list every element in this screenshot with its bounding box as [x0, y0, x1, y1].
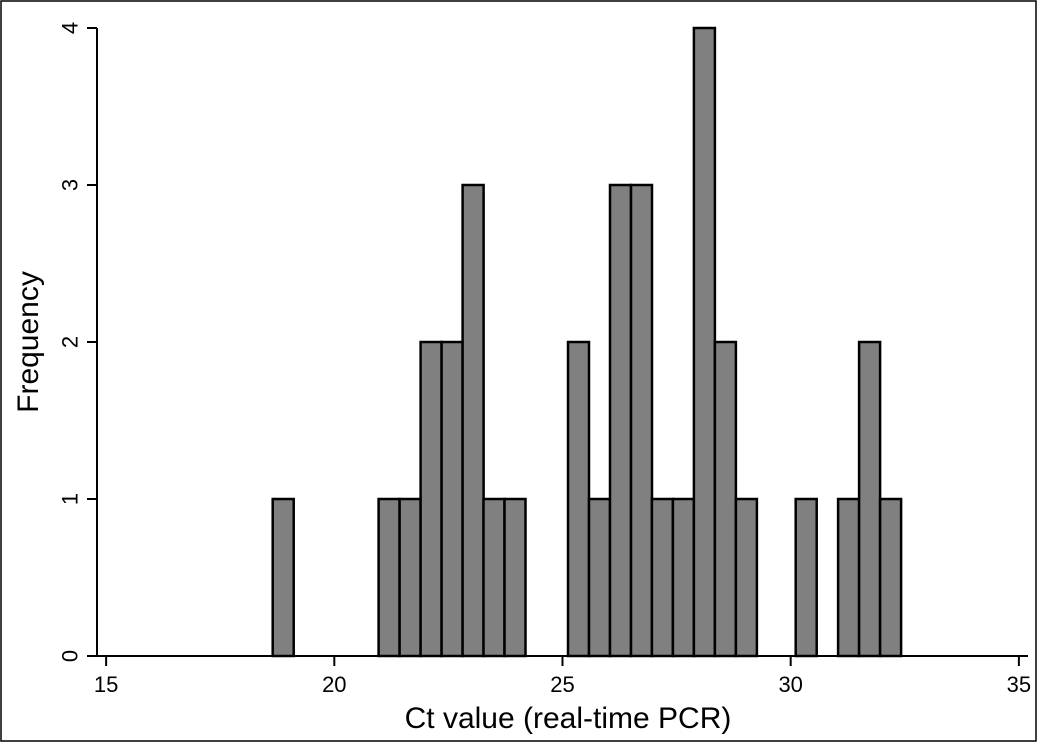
y-tick-label: 4: [58, 22, 83, 34]
histogram-bar: [440, 340, 464, 658]
histogram-bar: [713, 340, 738, 658]
histogram-bar: [482, 497, 506, 658]
x-axis: 15 20 25 30 35: [94, 655, 1031, 697]
y-tick-label: 0: [58, 650, 83, 662]
histogram-bar: [398, 497, 422, 658]
y-tick-label: 2: [58, 336, 83, 348]
histogram-bar: [857, 340, 882, 658]
histogram-bar: [794, 497, 818, 658]
histogram-bar: [503, 497, 527, 658]
histogram-bar: [271, 497, 295, 658]
histogram-bar: [836, 497, 861, 658]
y-tick-label: 1: [58, 493, 83, 505]
histogram-bar: [461, 183, 485, 658]
x-tick-label: 15: [94, 672, 118, 697]
x-tick-label: 25: [550, 672, 574, 697]
y-tick-label: 3: [58, 179, 83, 191]
histogram-bar: [377, 497, 401, 658]
x-tick-label: 35: [1007, 672, 1031, 697]
y-axis-title: Frequency: [12, 271, 45, 413]
histogram-bar: [692, 26, 717, 658]
x-tick-label: 30: [778, 672, 802, 697]
x-tick-label: 20: [322, 672, 346, 697]
histogram-bar: [734, 497, 759, 658]
histogram-bar: [566, 340, 591, 658]
x-axis-title: Ct value (real-time PCR): [405, 702, 732, 735]
bars-group: [271, 26, 903, 658]
histogram-bar: [419, 340, 443, 658]
histogram-bar: [878, 497, 903, 658]
histogram-bar: [650, 497, 675, 658]
y-axis: 0 1 2 3 4: [58, 22, 98, 662]
histogram-bar: [608, 183, 633, 658]
histogram-bar: [671, 497, 696, 658]
histogram-bar: [629, 183, 654, 658]
histogram-bar: [587, 497, 612, 658]
